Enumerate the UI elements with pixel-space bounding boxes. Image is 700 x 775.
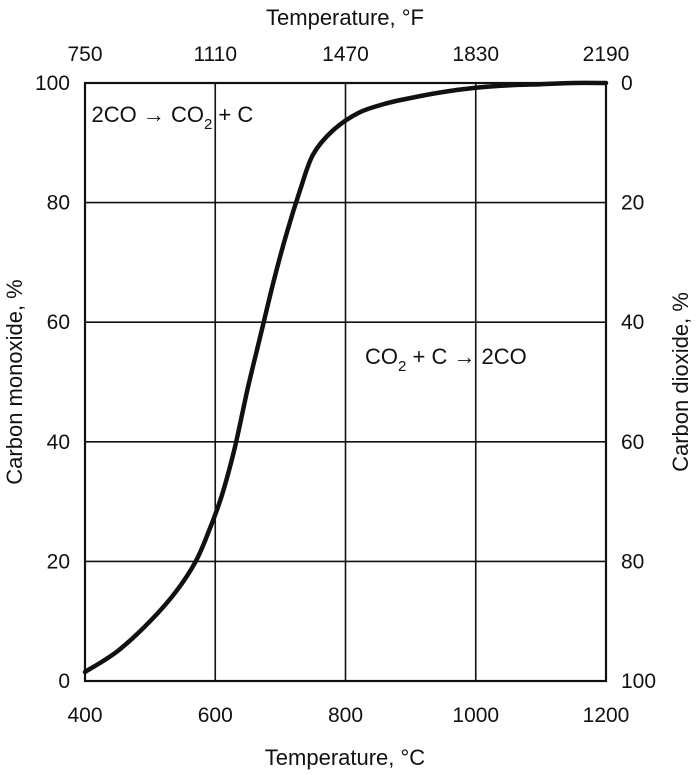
y-tick-label: 0 xyxy=(58,670,70,693)
x-axis-title-top: Temperature, °F xyxy=(266,5,424,30)
y2-tick-label: 20 xyxy=(621,192,644,215)
y-tick-label: 20 xyxy=(47,550,70,573)
reaction-annotation: CO2 + C → 2CO xyxy=(365,344,527,375)
y-axis-title-right: Carbon dioxide, % xyxy=(668,292,693,472)
annotations: 2CO → CO2 + C CO2 + C → 2CO xyxy=(92,102,527,375)
equilibrium-curve xyxy=(82,80,609,675)
y-axis-title-left: Carbon monoxide, % xyxy=(2,279,27,484)
y2-tick-label: 40 xyxy=(621,311,644,334)
reaction-annotation: 2CO → CO2 + C xyxy=(92,102,254,133)
x-tick-label: 400 xyxy=(67,704,102,727)
x2-tick-label: 1830 xyxy=(452,43,499,66)
y2-tick-label: 0 xyxy=(621,72,633,95)
grid xyxy=(85,83,606,681)
x-tick-label: 1200 xyxy=(583,704,630,727)
y-tick-label: 40 xyxy=(47,431,70,454)
y2-tick-label: 80 xyxy=(621,550,644,573)
y-tick-label: 80 xyxy=(47,192,70,215)
x2-tick-label: 1110 xyxy=(193,43,237,66)
y2-tick-label: 60 xyxy=(621,431,644,454)
curve-layer xyxy=(82,80,609,675)
x2-tick-label: 2190 xyxy=(583,43,630,66)
x-tick-label: 1000 xyxy=(452,704,499,727)
y-tick-label: 60 xyxy=(47,311,70,334)
x-tick-label: 800 xyxy=(328,704,363,727)
x-tick-label: 600 xyxy=(198,704,233,727)
x2-tick-label: 1470 xyxy=(322,43,369,66)
y-tick-label: 100 xyxy=(35,72,70,95)
plot-frame xyxy=(83,81,608,683)
x2-tick-label: 750 xyxy=(67,43,102,66)
y2-tick-label: 100 xyxy=(621,670,656,693)
x-axis-title-bottom: Temperature, °C xyxy=(265,745,426,770)
